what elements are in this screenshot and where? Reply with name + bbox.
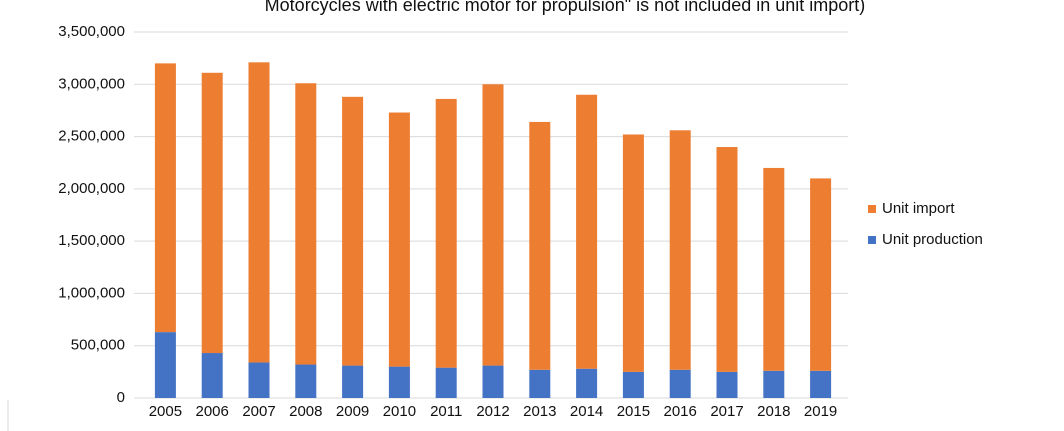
x-tick-label: 2012 (476, 403, 509, 420)
bar-segment (342, 96, 364, 366)
x-tick-label: 2015 (617, 403, 650, 420)
bar-segment (482, 84, 504, 366)
bar-segment (529, 369, 551, 398)
x-tick-label: 2009 (336, 403, 369, 420)
y-tick-label: 2,000,000 (58, 180, 125, 197)
bar-segment (388, 112, 410, 367)
y-tick-label: 2,500,000 (58, 128, 125, 145)
legend-swatch (868, 205, 876, 213)
x-tick-label: 2011 (430, 403, 462, 420)
bar-segment (576, 368, 598, 398)
bar-segment (435, 98, 457, 368)
legend-swatch (868, 236, 876, 244)
bar-segment (201, 72, 223, 354)
y-tick-label: 1,500,000 (58, 232, 125, 249)
y-tick-label: 1,000,000 (58, 284, 125, 301)
y-tick-label: 3,500,000 (58, 23, 125, 40)
bar-segment (622, 134, 644, 372)
x-tick-label: 2016 (664, 403, 697, 420)
x-tick-label: 2006 (196, 403, 229, 420)
bar-segment (810, 370, 832, 398)
bar-segment (529, 121, 551, 370)
x-tick-label: 2019 (804, 403, 837, 420)
bar-segment (248, 362, 270, 398)
bar-segment (388, 366, 410, 398)
x-tick-label: 2005 (149, 403, 182, 420)
x-tick-label: 2014 (570, 403, 603, 420)
x-tick-label: 2017 (710, 403, 743, 420)
y-tick-label: 3,000,000 (58, 75, 125, 92)
x-tick-label: 2008 (289, 403, 322, 420)
legend-label: Unit import (882, 200, 955, 217)
bar-segment (716, 147, 738, 372)
bar-segment (669, 130, 691, 370)
chart-title: Motorcycles with electric motor for prop… (265, 0, 866, 15)
bar-segment (295, 83, 317, 365)
bar-segment (669, 369, 691, 398)
bar-segment (716, 371, 738, 398)
bar-segment (248, 62, 270, 363)
bar-segment (622, 371, 644, 398)
bar-segment (763, 370, 785, 398)
bar-segment (342, 365, 364, 398)
bar-segment (763, 167, 785, 371)
bar-segment (810, 178, 832, 371)
legend-label: Unit production (882, 231, 983, 248)
x-tick-label: 2018 (757, 403, 790, 420)
x-tick-label: 2010 (383, 403, 416, 420)
bar-segment (295, 364, 317, 398)
x-tick-label: 2007 (242, 403, 275, 420)
bar-segment (435, 367, 457, 398)
x-tick-label: 2013 (523, 403, 556, 420)
bar-segment (201, 353, 223, 398)
y-tick-label: 500,000 (71, 337, 125, 354)
bar-segment (576, 94, 598, 369)
bar-segment (154, 63, 176, 333)
bar-segment (154, 332, 176, 398)
y-tick-label: 0 (117, 389, 125, 406)
bar-segment (482, 365, 504, 398)
